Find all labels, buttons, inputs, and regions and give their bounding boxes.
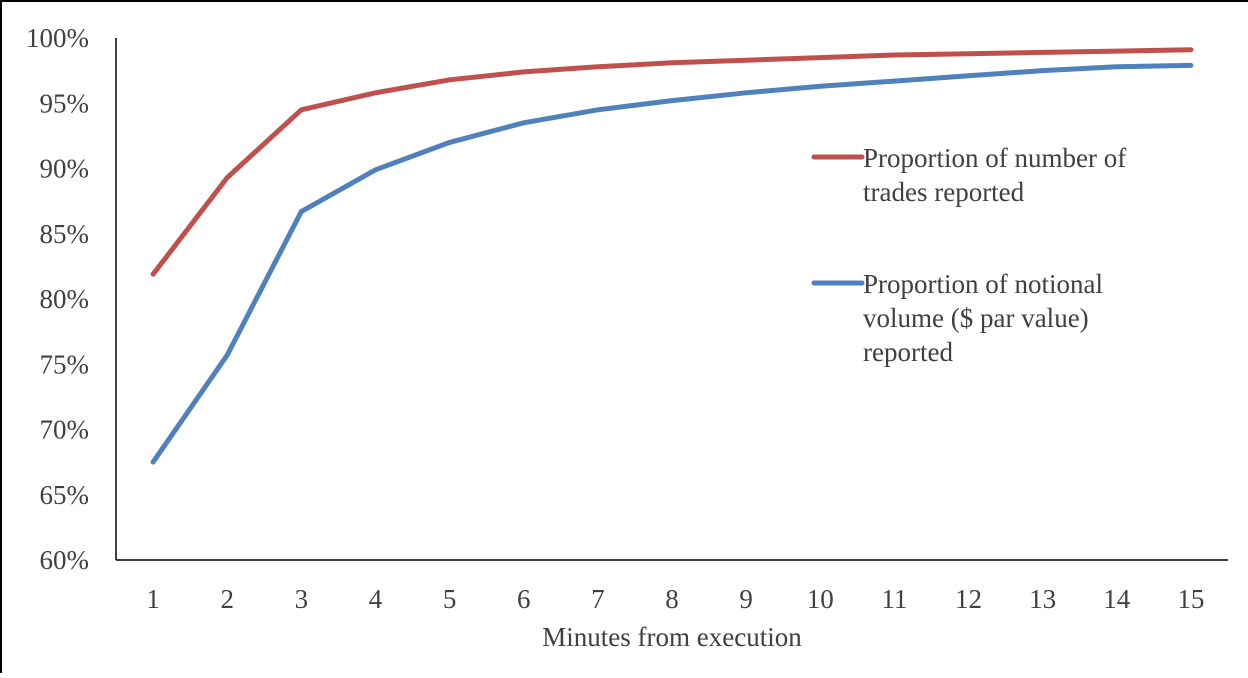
series-line-1 [150,47,1194,277]
x-tick-label: 8 [665,584,679,614]
x-axis-title: Minutes from execution [542,622,802,652]
y-tick-label: 75% [40,349,90,379]
x-tick-label: 10 [807,584,834,614]
y-axis-tick-labels: 60% 65% 70% 75% 80% 85% 90% 95% 100% [26,23,89,575]
x-tick-label: 5 [443,584,457,614]
x-tick-label: 14 [1103,584,1131,614]
x-tick-label: 1 [146,584,160,614]
x-tick-label: 2 [220,584,234,614]
legend-label: Proportion of notional [863,269,1103,299]
x-tick-label: 4 [369,584,383,614]
x-tick-label: 6 [517,584,531,614]
legend-label: trades reported [863,177,1025,207]
legend-label: reported [863,337,953,367]
y-tick-label: 85% [40,219,90,249]
y-tick-label: 80% [40,284,90,314]
x-tick-label: 11 [881,584,907,614]
y-tick-label: 60% [40,545,90,575]
x-tick-label: 15 [1177,584,1204,614]
series-line-2 [150,62,1194,465]
y-tick-label: 95% [40,88,90,118]
x-tick-label: 7 [591,584,605,614]
y-tick-label: 100% [26,23,89,53]
legend-entry-1: Proportion of number of trades reported [811,143,1126,207]
x-tick-label: 3 [295,584,309,614]
y-tick-label: 90% [40,154,90,184]
series-lines [150,47,1194,465]
legend-label: volume ($ par value) [863,303,1089,333]
x-tick-label: 13 [1029,584,1056,614]
y-tick-label: 70% [40,415,90,445]
legend-label: Proportion of number of [863,143,1126,173]
x-tick-label: 12 [955,584,982,614]
legend-entry-2: Proportion of notional volume ($ par valu… [811,269,1103,367]
x-tick-label: 9 [739,584,753,614]
x-axis-tick-labels: 1 2 3 4 5 6 7 8 9 10 11 12 13 14 15 [146,584,1204,614]
y-tick-label: 65% [40,480,90,510]
